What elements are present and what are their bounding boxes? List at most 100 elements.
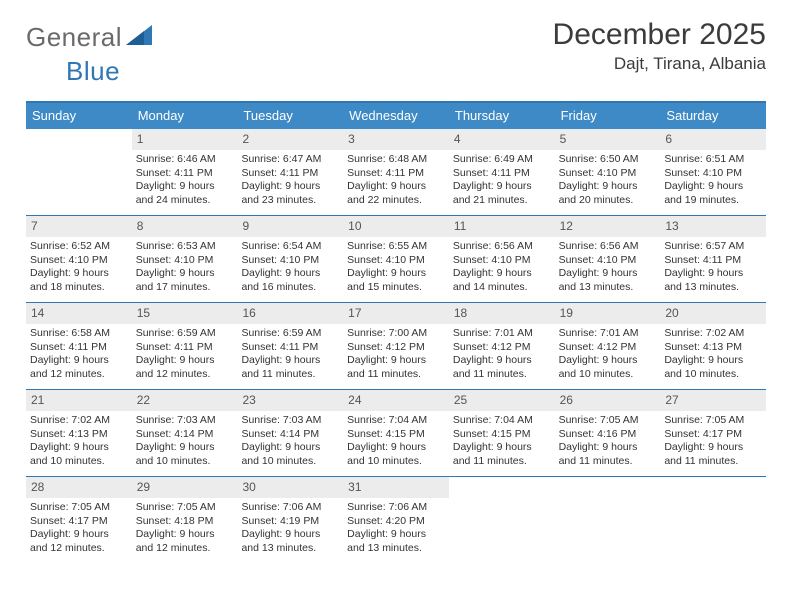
sunset-text: Sunset: 4:17 PM [664, 428, 762, 441]
calendar-cell: 19Sunrise: 7:01 AMSunset: 4:12 PMDayligh… [555, 303, 661, 389]
calendar-cell: 24Sunrise: 7:04 AMSunset: 4:15 PMDayligh… [343, 390, 449, 476]
calendar-cell: 12Sunrise: 6:56 AMSunset: 4:10 PMDayligh… [555, 216, 661, 302]
sunset-text: Sunset: 4:10 PM [30, 254, 128, 267]
calendar-cell: 30Sunrise: 7:06 AMSunset: 4:19 PMDayligh… [237, 477, 343, 563]
calendar-grid: Sunday Monday Tuesday Wednesday Thursday… [26, 101, 766, 563]
dow-sunday: Sunday [26, 103, 132, 129]
daylight-text: Daylight: 9 hours and 20 minutes. [559, 180, 657, 207]
day-number: 30 [237, 477, 343, 498]
sunrise-text: Sunrise: 6:59 AM [136, 327, 234, 340]
daylight-text: Daylight: 9 hours and 12 minutes. [136, 354, 234, 381]
day-number: 21 [26, 390, 132, 411]
daylight-text: Daylight: 9 hours and 10 minutes. [347, 441, 445, 468]
calendar-cell: 17Sunrise: 7:00 AMSunset: 4:12 PMDayligh… [343, 303, 449, 389]
daylight-text: Daylight: 9 hours and 10 minutes. [241, 441, 339, 468]
day-number: 10 [343, 216, 449, 237]
calendar-cell: 10Sunrise: 6:55 AMSunset: 4:10 PMDayligh… [343, 216, 449, 302]
calendar-cell: . [555, 477, 661, 563]
day-number: 27 [660, 390, 766, 411]
calendar-cell: 4Sunrise: 6:49 AMSunset: 4:11 PMDaylight… [449, 129, 555, 215]
daylight-text: Daylight: 9 hours and 13 minutes. [347, 528, 445, 555]
daylight-text: Daylight: 9 hours and 14 minutes. [453, 267, 551, 294]
calendar-cell: 14Sunrise: 6:58 AMSunset: 4:11 PMDayligh… [26, 303, 132, 389]
sunset-text: Sunset: 4:14 PM [136, 428, 234, 441]
day-number: 19 [555, 303, 661, 324]
sunrise-text: Sunrise: 6:54 AM [241, 240, 339, 253]
calendar-cell: 20Sunrise: 7:02 AMSunset: 4:13 PMDayligh… [660, 303, 766, 389]
day-of-week-header: Sunday Monday Tuesday Wednesday Thursday… [26, 103, 766, 129]
calendar-week: 7Sunrise: 6:52 AMSunset: 4:10 PMDaylight… [26, 215, 766, 302]
sunrise-text: Sunrise: 6:59 AM [241, 327, 339, 340]
day-number: 11 [449, 216, 555, 237]
daylight-text: Daylight: 9 hours and 18 minutes. [30, 267, 128, 294]
dow-friday: Friday [555, 103, 661, 129]
calendar-cell: 21Sunrise: 7:02 AMSunset: 4:13 PMDayligh… [26, 390, 132, 476]
calendar-cell: 1Sunrise: 6:46 AMSunset: 4:11 PMDaylight… [132, 129, 238, 215]
brand-triangle-icon [126, 23, 152, 50]
sunrise-text: Sunrise: 7:01 AM [453, 327, 551, 340]
sunset-text: Sunset: 4:11 PM [30, 341, 128, 354]
brand-text-blue: Blue [66, 56, 120, 87]
sunset-text: Sunset: 4:19 PM [241, 515, 339, 528]
daylight-text: Daylight: 9 hours and 12 minutes. [30, 354, 128, 381]
sunset-text: Sunset: 4:10 PM [453, 254, 551, 267]
calendar-cell: 26Sunrise: 7:05 AMSunset: 4:16 PMDayligh… [555, 390, 661, 476]
calendar-cell: . [449, 477, 555, 563]
sunset-text: Sunset: 4:12 PM [559, 341, 657, 354]
daylight-text: Daylight: 9 hours and 22 minutes. [347, 180, 445, 207]
sunset-text: Sunset: 4:11 PM [136, 167, 234, 180]
sunrise-text: Sunrise: 7:06 AM [241, 501, 339, 514]
sunrise-text: Sunrise: 6:57 AM [664, 240, 762, 253]
calendar-week: .1Sunrise: 6:46 AMSunset: 4:11 PMDayligh… [26, 129, 766, 215]
day-number: 8 [132, 216, 238, 237]
calendar-week: 21Sunrise: 7:02 AMSunset: 4:13 PMDayligh… [26, 389, 766, 476]
sunset-text: Sunset: 4:10 PM [664, 167, 762, 180]
sunset-text: Sunset: 4:12 PM [453, 341, 551, 354]
sunset-text: Sunset: 4:15 PM [453, 428, 551, 441]
day-number: 7 [26, 216, 132, 237]
day-number: 26 [555, 390, 661, 411]
sunset-text: Sunset: 4:11 PM [664, 254, 762, 267]
sunrise-text: Sunrise: 7:04 AM [347, 414, 445, 427]
day-number: 6 [660, 129, 766, 150]
calendar-week: 14Sunrise: 6:58 AMSunset: 4:11 PMDayligh… [26, 302, 766, 389]
day-number: 16 [237, 303, 343, 324]
sunrise-text: Sunrise: 7:05 AM [136, 501, 234, 514]
sunset-text: Sunset: 4:14 PM [241, 428, 339, 441]
day-number: 14 [26, 303, 132, 324]
day-number: 12 [555, 216, 661, 237]
daylight-text: Daylight: 9 hours and 10 minutes. [559, 354, 657, 381]
dow-monday: Monday [132, 103, 238, 129]
daylight-text: Daylight: 9 hours and 11 minutes. [347, 354, 445, 381]
sunset-text: Sunset: 4:10 PM [241, 254, 339, 267]
dow-thursday: Thursday [449, 103, 555, 129]
calendar-week: 28Sunrise: 7:05 AMSunset: 4:17 PMDayligh… [26, 476, 766, 563]
sunrise-text: Sunrise: 6:53 AM [136, 240, 234, 253]
day-number: 23 [237, 390, 343, 411]
sunrise-text: Sunrise: 7:02 AM [30, 414, 128, 427]
sunrise-text: Sunrise: 7:06 AM [347, 501, 445, 514]
sunrise-text: Sunrise: 7:04 AM [453, 414, 551, 427]
sunset-text: Sunset: 4:16 PM [559, 428, 657, 441]
sunset-text: Sunset: 4:15 PM [347, 428, 445, 441]
sunrise-text: Sunrise: 6:51 AM [664, 153, 762, 166]
sunset-text: Sunset: 4:10 PM [559, 254, 657, 267]
day-number: 22 [132, 390, 238, 411]
daylight-text: Daylight: 9 hours and 24 minutes. [136, 180, 234, 207]
calendar-cell: 18Sunrise: 7:01 AMSunset: 4:12 PMDayligh… [449, 303, 555, 389]
sunset-text: Sunset: 4:20 PM [347, 515, 445, 528]
calendar-cell: 23Sunrise: 7:03 AMSunset: 4:14 PMDayligh… [237, 390, 343, 476]
calendar-cell: 7 Sunrise: 6:52 AMSunset: 4:10 PMDaylight… [26, 216, 132, 302]
sunset-text: Sunset: 4:10 PM [136, 254, 234, 267]
day-number: 20 [660, 303, 766, 324]
dow-tuesday: Tuesday [237, 103, 343, 129]
sunrise-text: Sunrise: 6:50 AM [559, 153, 657, 166]
sunset-text: Sunset: 4:10 PM [559, 167, 657, 180]
sunrise-text: Sunrise: 6:52 AM [30, 240, 128, 253]
daylight-text: Daylight: 9 hours and 17 minutes. [136, 267, 234, 294]
sunset-text: Sunset: 4:18 PM [136, 515, 234, 528]
daylight-text: Daylight: 9 hours and 10 minutes. [30, 441, 128, 468]
daylight-text: Daylight: 9 hours and 11 minutes. [559, 441, 657, 468]
calendar-cell: 6Sunrise: 6:51 AMSunset: 4:10 PMDaylight… [660, 129, 766, 215]
sunrise-text: Sunrise: 6:47 AM [241, 153, 339, 166]
